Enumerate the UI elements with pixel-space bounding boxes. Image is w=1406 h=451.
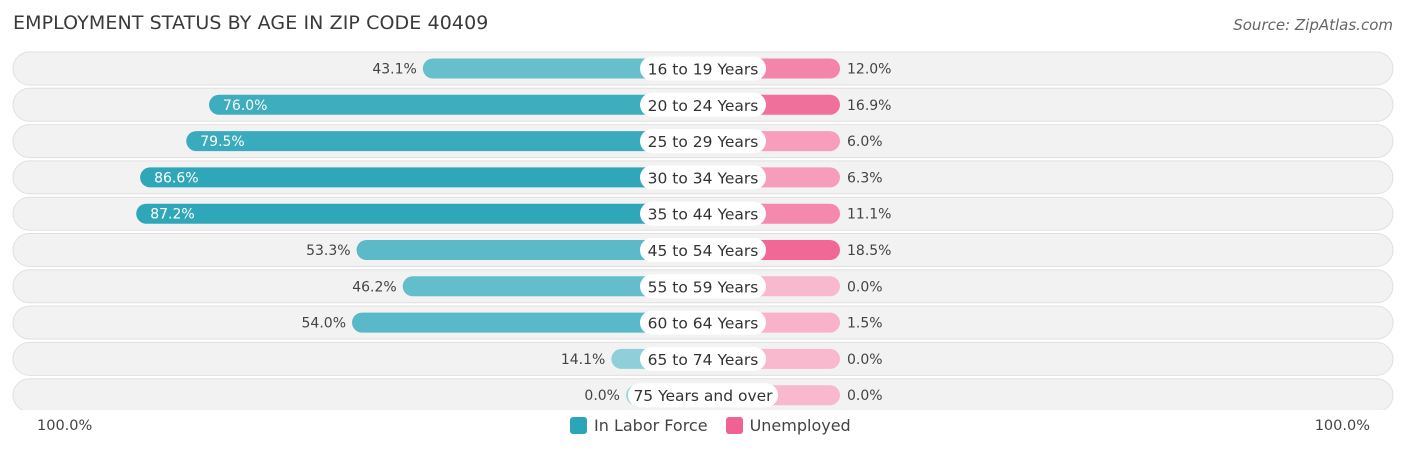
- category-pill: [640, 238, 766, 262]
- source-label: Source: ZipAtlas.com: [1233, 16, 1393, 34]
- legend: In Labor Force Unemployed: [570, 416, 851, 435]
- category-label: 35 to 44 Years: [648, 206, 759, 224]
- label-unemployed: 6.3%: [847, 170, 883, 186]
- label-labor-force: 79.5%: [200, 134, 244, 150]
- label-labor-force: 76.0%: [223, 98, 267, 114]
- bar-labor-force: [352, 312, 703, 333]
- legend-label-labor-force: In Labor Force: [594, 416, 708, 435]
- label-labor-force: 14.1%: [561, 352, 605, 368]
- bar-labor-force: [402, 276, 703, 297]
- label-labor-force: 0.0%: [584, 388, 620, 404]
- category-label: 75 Years and over: [633, 387, 773, 405]
- category-label: 16 to 19 Years: [648, 61, 759, 79]
- label-unemployed: 12.0%: [847, 62, 891, 78]
- category-pill: [640, 274, 766, 299]
- bar-labor-force: [209, 94, 703, 115]
- category-pill: [628, 383, 778, 408]
- category-pill: [640, 129, 766, 154]
- legend-swatch-unemployed: [725, 417, 743, 434]
- category-label: 55 to 59 Years: [648, 278, 759, 296]
- category-pill: [640, 56, 766, 81]
- category-pill: [640, 165, 766, 190]
- label-unemployed: 11.1%: [847, 207, 891, 223]
- legend-item-labor-force[interactable]: In Labor Force: [570, 416, 708, 435]
- legend-label-unemployed: Unemployed: [749, 416, 851, 435]
- category-pill: [640, 346, 766, 371]
- legend-swatch-labor-force: [570, 417, 587, 434]
- axis-left-label: 100.0%: [37, 418, 93, 434]
- label-labor-force: 87.2%: [150, 207, 194, 223]
- category-pill: [640, 201, 766, 226]
- label-unemployed: 1.5%: [847, 316, 883, 332]
- label-labor-force: 43.1%: [372, 62, 416, 78]
- category-pill: [640, 92, 766, 117]
- label-unemployed: 16.9%: [847, 98, 891, 114]
- label-unemployed: 6.0%: [847, 134, 883, 150]
- category-label: 30 to 34 Years: [648, 169, 759, 187]
- label-labor-force: 53.3%: [306, 243, 350, 259]
- chart-area: 43.1% 12.0% 16 to 19 Years 76.0% 16.9% 20 to …: [12, 51, 1394, 410]
- label-labor-force: 86.6%: [154, 170, 198, 186]
- label-unemployed: 0.0%: [847, 388, 883, 404]
- category-label: 25 to 29 Years: [648, 133, 759, 151]
- bar-labor-force: [422, 58, 703, 79]
- bar-labor-force: [140, 167, 704, 188]
- bar-labor-force: [136, 203, 703, 224]
- category-label: 45 to 54 Years: [648, 242, 759, 260]
- axis-right-label: 100.0%: [1314, 418, 1370, 434]
- label-unemployed: 0.0%: [847, 352, 883, 368]
- label-labor-force: 46.2%: [352, 279, 396, 295]
- category-label: 60 to 64 Years: [648, 315, 759, 333]
- chart-title: EMPLOYMENT STATUS BY AGE IN ZIP CODE 404…: [13, 12, 489, 34]
- category-pill: [640, 310, 766, 335]
- label-unemployed: 0.0%: [847, 279, 883, 295]
- category-label: 20 to 24 Years: [648, 97, 759, 115]
- bar-labor-force: [356, 240, 703, 260]
- bar-labor-force: [186, 131, 703, 152]
- category-label: 65 to 74 Years: [648, 351, 759, 369]
- label-unemployed: 18.5%: [847, 243, 891, 259]
- label-labor-force: 54.0%: [302, 316, 346, 332]
- legend-item-unemployed[interactable]: Unemployed: [725, 416, 851, 435]
